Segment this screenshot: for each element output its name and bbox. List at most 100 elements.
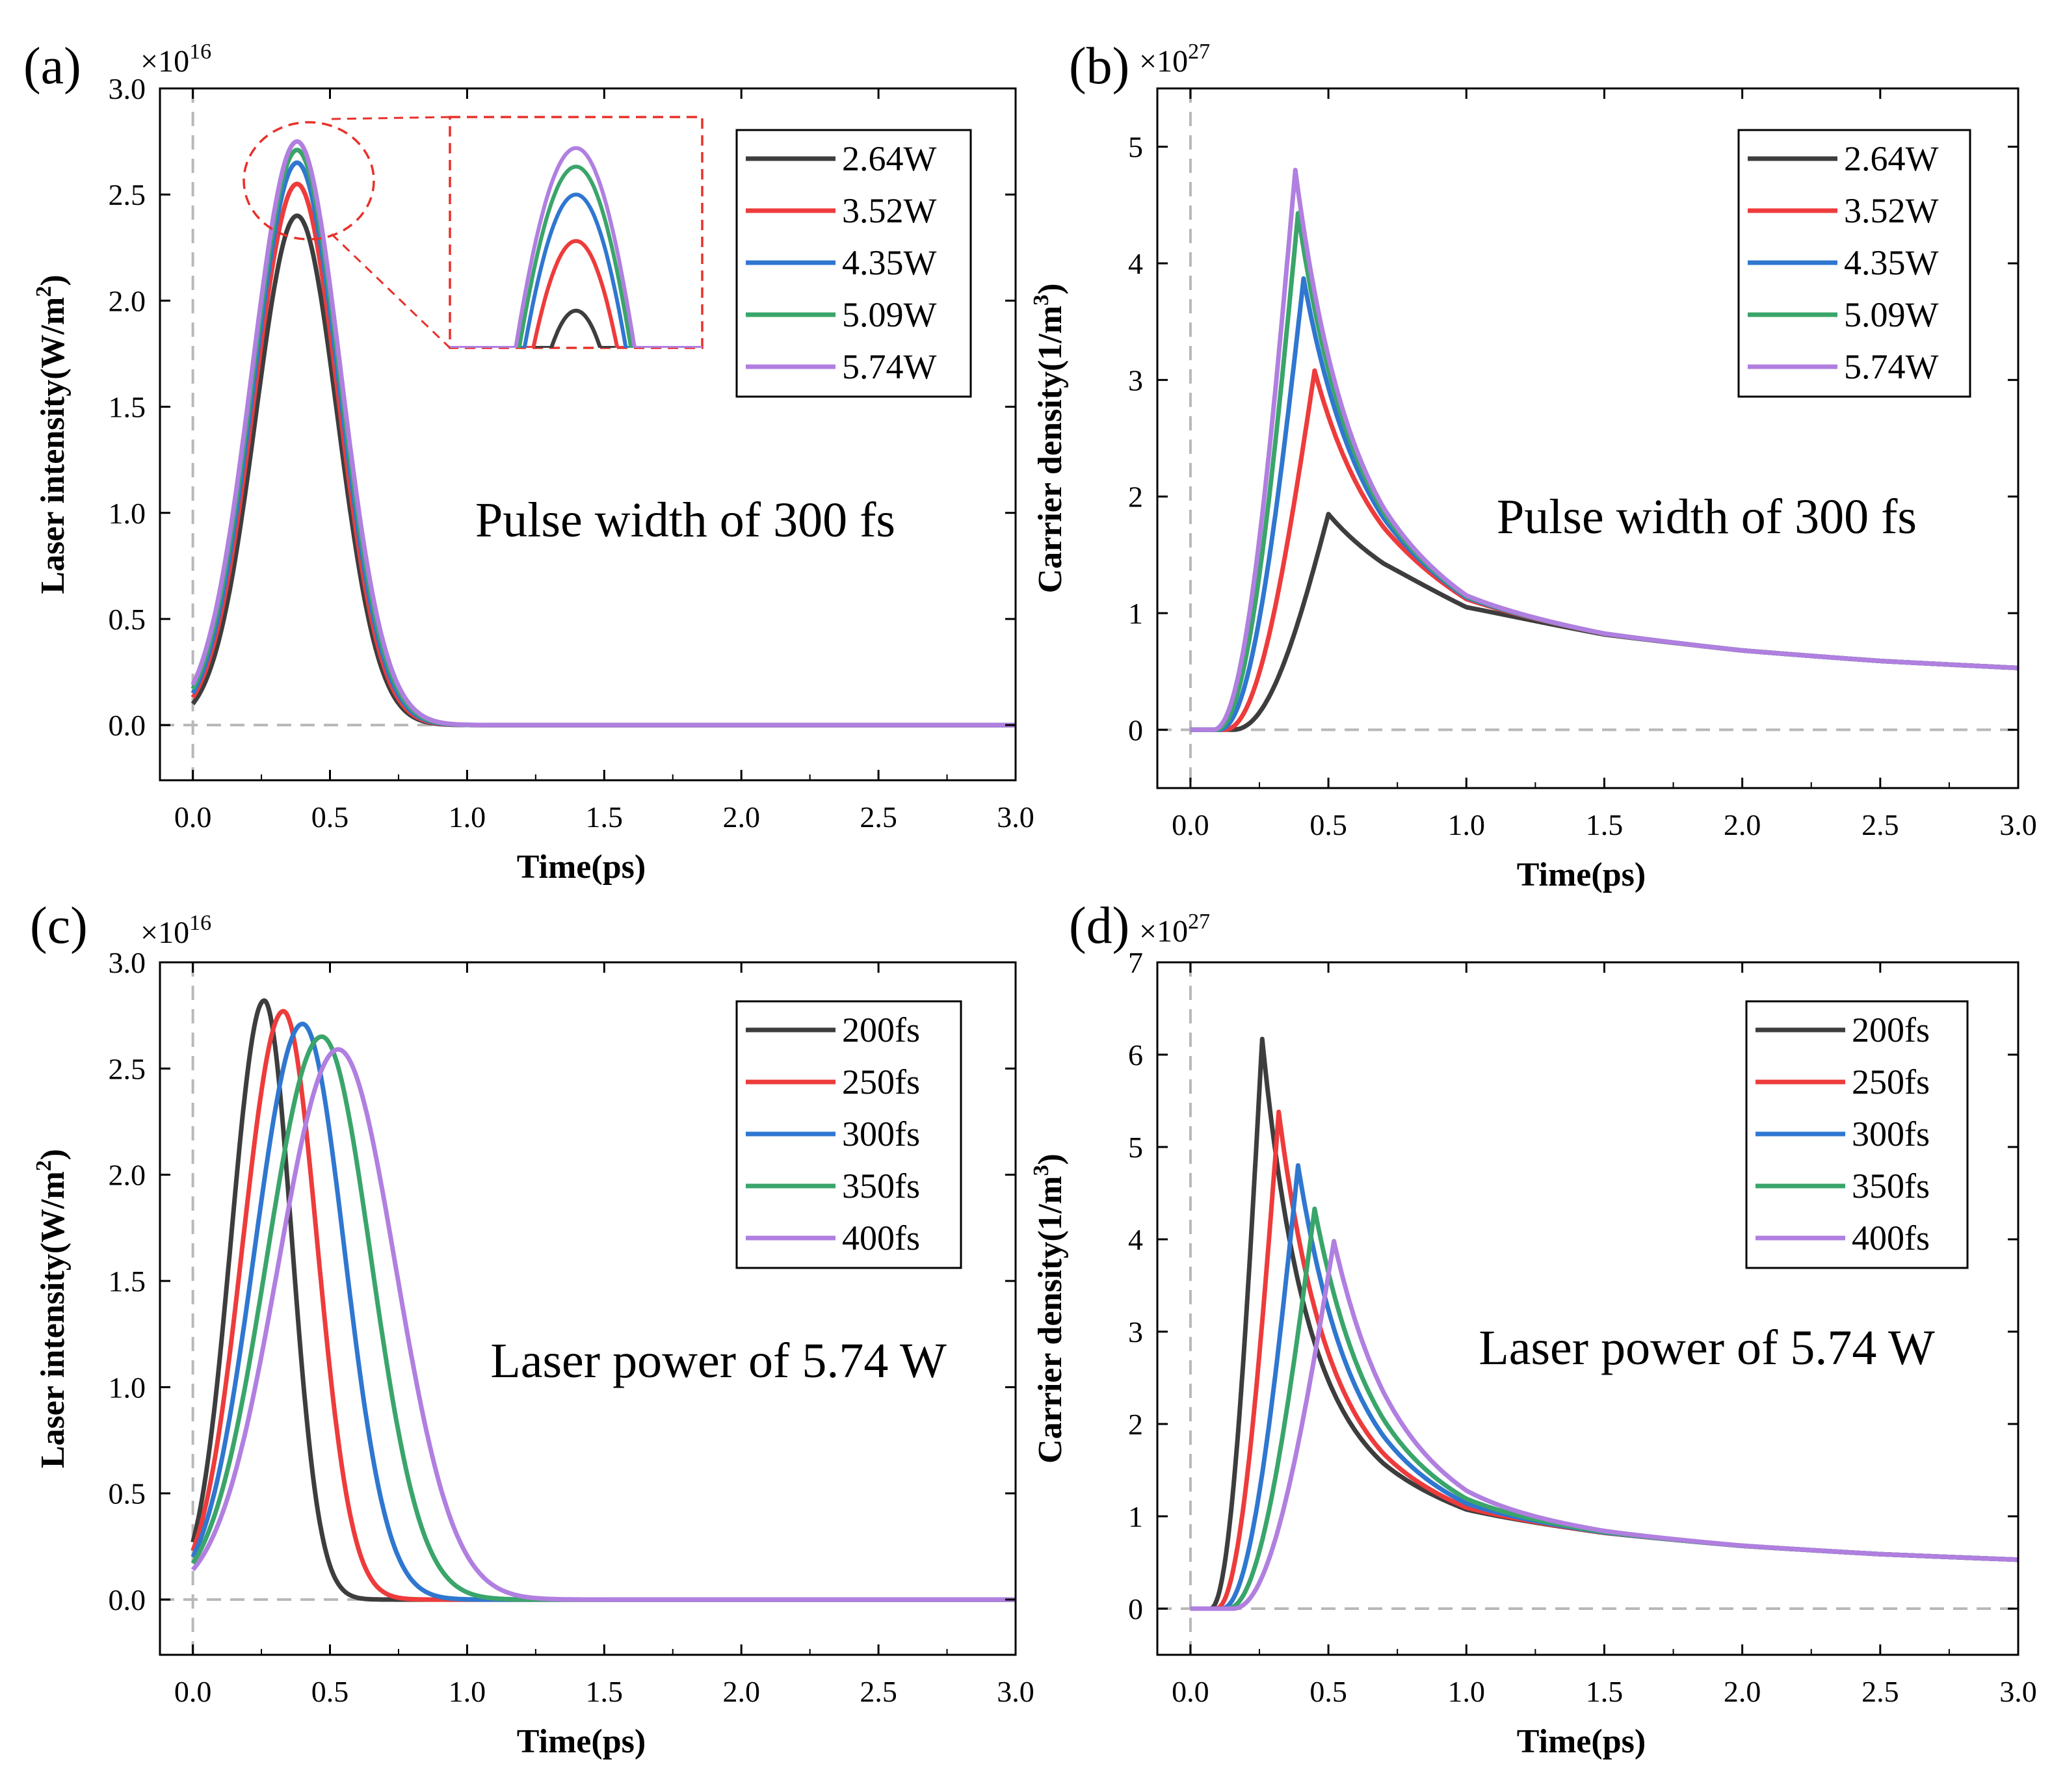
legend-label: 300fs xyxy=(842,1114,920,1153)
axis-multiplier: ×1027 xyxy=(1139,910,1210,949)
y-tick-label: 1.0 xyxy=(109,1371,146,1404)
x-tick-label: 1.5 xyxy=(1586,1675,1624,1708)
legend-label: 3.52W xyxy=(842,191,937,230)
axis-multiplier: ×1016 xyxy=(140,911,211,950)
y-tick-label: 7 xyxy=(1128,946,1143,979)
x-axis-title: Time(ps) xyxy=(517,1723,646,1760)
x-axis-title: Time(ps) xyxy=(1517,856,1646,893)
y-tick-label: 0 xyxy=(1128,713,1143,746)
x-tick-label: 0.0 xyxy=(174,800,212,834)
legend-label: 400fs xyxy=(1852,1219,1930,1258)
y-tick-label: 3.0 xyxy=(109,72,146,105)
y-tick-label: 1 xyxy=(1128,1500,1143,1533)
x-tick-label: 2.0 xyxy=(1724,808,1761,841)
legend-label: 3.52W xyxy=(1844,191,1939,230)
panel-label: (c) xyxy=(30,897,88,955)
annotation-text: Pulse width of 300 fs xyxy=(475,493,895,547)
y-tick-label: 0 xyxy=(1128,1592,1143,1626)
zoom-connector xyxy=(330,233,451,349)
panel-c: 0.0 0.5 1.0 1.5 2.0 2.5 3.0 0.0 0.5 1.0 1.5 2.0 2.5 3… xyxy=(30,897,1034,1760)
y-axis-title: Carrier density(1/m3) xyxy=(1029,283,1069,594)
y-tick-label: 1.5 xyxy=(109,1265,146,1298)
y-tick-label: 0.0 xyxy=(109,1583,146,1616)
series-group xyxy=(1189,168,2018,732)
x-tick-label: 2.5 xyxy=(860,1675,897,1708)
legend-label: 200fs xyxy=(1852,1010,1930,1049)
x-tick-label: 1.5 xyxy=(586,1675,624,1708)
y-tick-label: 0.5 xyxy=(109,603,146,636)
y-tick-label: 5 xyxy=(1128,131,1143,164)
x-axis-title: Time(ps) xyxy=(1517,1723,1646,1760)
zoom-box xyxy=(449,116,704,349)
legend-label: 2.64W xyxy=(1844,139,1939,178)
y-tick-label: 3 xyxy=(1128,1315,1143,1349)
series-line-400fs xyxy=(1189,1239,2018,1611)
x-tick-label: 2.0 xyxy=(722,1675,760,1708)
plot-frame xyxy=(1156,961,2019,1656)
annotation-text: Laser power of 5.74 W xyxy=(490,1334,947,1388)
y-tick-label: 3.0 xyxy=(109,946,146,979)
legend-label: 350fs xyxy=(1852,1166,1930,1206)
zoom-ellipse xyxy=(243,121,375,241)
zoom-line-5.09W xyxy=(450,165,702,348)
x-tick-label: 1.5 xyxy=(1586,808,1624,841)
legend: 200fs 250fs 300fs 350fs 400fs xyxy=(1745,1000,1969,1269)
series-line-5.74W xyxy=(191,139,1016,728)
series-line-2.64W xyxy=(1189,512,2018,732)
x-tick-label: 3.0 xyxy=(1999,1675,2037,1708)
plot-frame xyxy=(1156,87,2019,789)
series-group xyxy=(191,998,1016,1602)
y-tick-label: 1 xyxy=(1128,597,1143,630)
y-tick-label: 6 xyxy=(1128,1038,1143,1072)
x-tick-label: 1.0 xyxy=(449,1675,486,1708)
x-tick-label: 0.0 xyxy=(174,1675,212,1708)
axis-multiplier: ×1027 xyxy=(1139,40,1210,79)
x-tick-label: 3.0 xyxy=(997,1675,1034,1708)
panel-a: 0.0 0.5 1.0 1.5 2.0 2.5 3.0 0.0 0.5 1.0 1.5 2.0 2.5 3… xyxy=(23,38,1034,886)
legend-label: 5.09W xyxy=(1844,295,1939,334)
legend-label: 300fs xyxy=(1852,1114,1930,1153)
y-tick-label: 2 xyxy=(1128,1408,1143,1441)
legend: 2.64W 3.52W 4.35W 5.09W 5.74W xyxy=(735,129,972,398)
legend-label: 5.09W xyxy=(842,295,937,334)
x-tick-label: 2.5 xyxy=(1861,808,1899,841)
y-tick-label: 3 xyxy=(1128,363,1143,397)
legend-label: 400fs xyxy=(842,1219,920,1258)
panel-d: 0.0 0.5 1.0 1.5 2.0 2.5 3.0 0 1 2 3 4 5 6 7 Time(ps) Car… xyxy=(1029,897,2037,1760)
panel-label: (a) xyxy=(23,38,81,95)
y-tick-label: 2.0 xyxy=(109,284,146,317)
series-group xyxy=(191,139,1016,728)
x-tick-label: 2.0 xyxy=(722,800,760,834)
legend: 200fs 250fs 300fs 350fs 400fs xyxy=(735,1000,962,1269)
x-tick-label: 1.0 xyxy=(449,800,486,834)
y-axis-title: Carrier density(1/m3) xyxy=(1029,1153,1069,1464)
panel-label: (d) xyxy=(1069,897,1129,955)
x-tick-label: 2.5 xyxy=(860,800,897,834)
legend-label: 4.35W xyxy=(1844,243,1939,282)
zoom-line-3.52W xyxy=(450,239,702,348)
legend-label: 4.35W xyxy=(842,243,937,282)
zoom-line-5.74W xyxy=(450,146,702,348)
legend-label: 5.74W xyxy=(842,347,937,386)
series-line-3.52W xyxy=(1189,368,2018,732)
legend-label: 250fs xyxy=(842,1062,920,1101)
y-tick-label: 2.5 xyxy=(109,1052,146,1085)
legend: 2.64W 3.52W 4.35W 5.09W 5.74W xyxy=(1737,129,1971,398)
x-tick-label: 0.0 xyxy=(1172,808,1209,841)
y-tick-label: 1.5 xyxy=(109,391,146,424)
annotation-text: Pulse width of 300 fs xyxy=(1497,490,1917,544)
zoom-inset xyxy=(243,116,704,349)
zoom-line-4.35W xyxy=(450,192,702,348)
y-tick-label: 2.5 xyxy=(109,178,146,211)
y-axis-title: Laser intensity(W/m2) xyxy=(32,1149,72,1468)
zoom-line-2.64W xyxy=(450,308,702,348)
y-tick-label: 1.0 xyxy=(109,497,146,530)
y-tick-label: 2 xyxy=(1128,481,1143,514)
x-tick-label: 0.0 xyxy=(1172,1675,1209,1708)
x-tick-label: 2.5 xyxy=(1861,1675,1899,1708)
y-tick-label: 5 xyxy=(1128,1131,1143,1164)
x-tick-label: 2.0 xyxy=(1724,1675,1761,1708)
x-tick-label: 3.0 xyxy=(1999,808,2037,841)
x-tick-label: 0.5 xyxy=(1309,1675,1347,1708)
x-tick-label: 3.0 xyxy=(997,800,1034,834)
